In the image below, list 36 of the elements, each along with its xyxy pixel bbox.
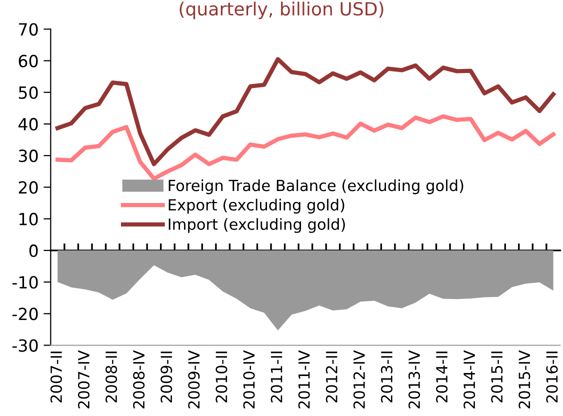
line-series (55, 114, 556, 181)
x-tick-label: 2007-II (50, 352, 62, 402)
line-series (55, 57, 556, 166)
x-tick-label: 2010-II (216, 352, 228, 402)
x-tick-label: 2007-IV (78, 350, 90, 408)
x-tick-label: 2016-II (546, 352, 558, 402)
x-tick-label: 2014-II (436, 352, 448, 402)
x-tick-label: 2010-IV (243, 350, 255, 408)
x-tick-label: 2014-IV (464, 350, 476, 408)
legend-label: Export (excluding gold) (168, 198, 344, 214)
y-tick-label: -30 (12, 339, 38, 352)
x-tick-label: 2008-IV (133, 350, 145, 408)
legend-label: Foreign Trade Balance (excluding gold) (168, 179, 464, 194)
y-tick-label: 70 (19, 23, 38, 36)
x-tick-label: 2011-II (270, 352, 282, 402)
y-tick-label: -20 (12, 308, 38, 320)
y-tick-label: 0 (29, 244, 38, 257)
chart-title: (quarterly, billion USD) (180, 2, 384, 20)
legend-label: Import (excluding gold) (168, 218, 345, 233)
x-tick-label: 2009-II (160, 352, 172, 402)
y-tick-label: 10 (19, 212, 38, 226)
x-tick-label: 2009-IV (188, 350, 200, 408)
x-tick-label: 2008-II (106, 352, 118, 402)
x-tick-label: 2015-IV (518, 350, 530, 408)
y-tick-label: 30 (18, 150, 38, 162)
y-tick-label: 50 (18, 86, 38, 99)
x-tick-label: 2013-IV (408, 350, 420, 408)
y-tick-label: 40 (18, 118, 38, 131)
x-tick-label: 2013-II (380, 352, 392, 402)
x-tick-label: 2011-IV (298, 350, 310, 408)
x-tick-label: 2015-II (491, 352, 503, 402)
x-tick-label: 2012-IV (353, 350, 365, 408)
y-tick-label: 60 (18, 54, 38, 68)
y-tick-label: -10 (12, 276, 38, 289)
y-tick-label: 20 (18, 181, 38, 194)
x-tick-label: 2012-II (326, 352, 338, 402)
